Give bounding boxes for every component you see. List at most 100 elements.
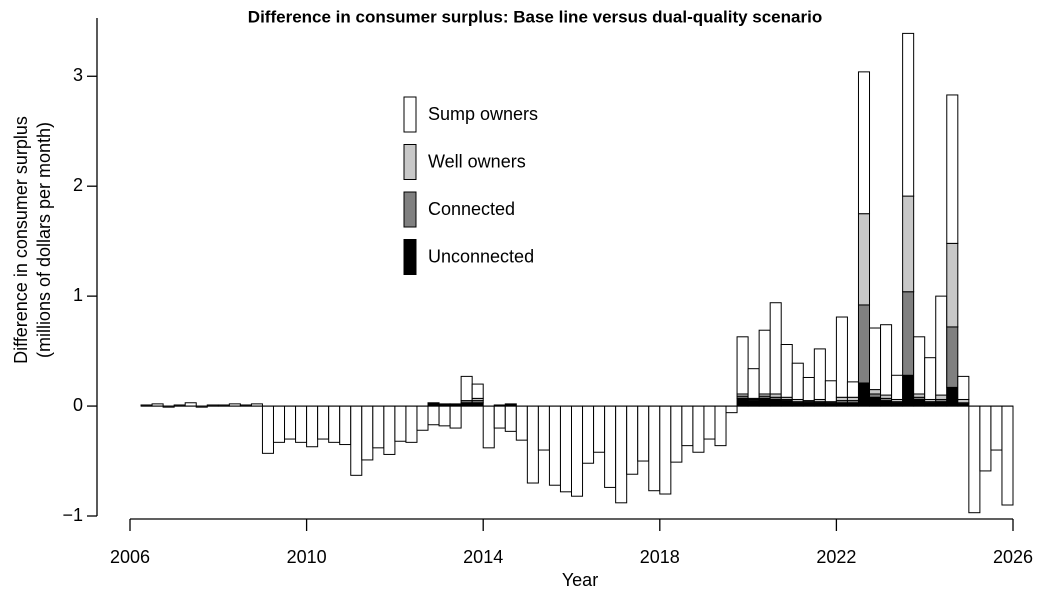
bar-segment <box>460 375 473 402</box>
bar-segment <box>857 382 871 407</box>
y-tick-label: 2 <box>73 175 83 195</box>
bar-segment <box>846 381 859 398</box>
bar-segment <box>361 405 374 461</box>
bar-segment <box>769 398 782 407</box>
bar-segment <box>284 405 297 440</box>
bar-segment <box>813 348 826 400</box>
chart-title: Difference in consumer surplus: Base lin… <box>248 7 822 26</box>
bar-segment <box>758 329 771 395</box>
bar-segment <box>791 362 804 400</box>
bar-segment <box>824 380 837 403</box>
bar-segment <box>857 71 871 215</box>
x-tick-label: 2014 <box>463 547 503 567</box>
bar-segment <box>548 405 561 486</box>
bar-segment <box>835 316 848 398</box>
bar-segment <box>670 405 683 463</box>
bar-segment <box>902 195 915 293</box>
bar-segment <box>659 405 672 495</box>
bar-segment <box>405 405 418 443</box>
bar-segment <box>692 405 705 453</box>
bar-segment <box>725 405 738 414</box>
bar-segment <box>957 375 970 400</box>
bar-segment <box>471 383 484 399</box>
legend-label: Connected <box>428 199 515 219</box>
legend-label: Unconnected <box>428 246 534 266</box>
bar-segment <box>593 405 606 453</box>
bar-segment <box>526 405 539 484</box>
bar-segment <box>1001 405 1014 506</box>
bar-segment <box>902 291 915 376</box>
bar-segment <box>769 302 782 395</box>
bar-segment <box>394 405 407 442</box>
bar-segment <box>582 405 595 464</box>
bar-segment <box>880 400 893 407</box>
bar-segment <box>615 405 628 504</box>
x-tick-label: 2026 <box>993 547 1033 567</box>
x-tick-label: 2018 <box>640 547 680 567</box>
bar-segment <box>747 368 760 399</box>
bar-segment <box>758 397 771 407</box>
legend-swatch <box>403 144 417 180</box>
bar-segment <box>272 405 286 443</box>
bar-segment <box>924 357 937 400</box>
bar-segment <box>493 405 506 429</box>
y-tick-label: 1 <box>73 285 83 305</box>
bar-segment <box>780 344 793 398</box>
bar-segment <box>935 401 948 407</box>
bar-segment <box>946 242 959 328</box>
legend-label: Well owners <box>428 151 526 171</box>
legend-swatch <box>403 239 417 275</box>
y-tick-label: 3 <box>73 65 83 85</box>
y-axis-label: Difference in consumer surplus <box>11 116 31 364</box>
bar-segment <box>504 405 517 432</box>
legend-label: Sump owners <box>428 104 538 124</box>
bar-segment <box>857 304 871 384</box>
bar-segment <box>869 327 882 391</box>
bar-segment <box>637 405 650 462</box>
bar-segment <box>416 405 429 431</box>
x-tick-label: 2010 <box>287 547 327 567</box>
y-axis-label: (millions of dollars per month) <box>34 122 54 358</box>
bar-segment <box>438 405 451 427</box>
bar-segment <box>891 374 904 400</box>
x-tick-label: 2006 <box>110 547 150 567</box>
bar-segment <box>935 295 948 396</box>
bar-segment <box>559 405 573 493</box>
bar-segment <box>261 405 274 454</box>
bar-segment <box>626 405 639 475</box>
bar-segment <box>902 374 915 407</box>
y-tick-label: 0 <box>73 395 83 415</box>
bar-segment <box>295 405 308 443</box>
bar-segment <box>482 405 495 449</box>
x-tick-label: 2022 <box>816 547 856 567</box>
bar-segment <box>802 376 815 402</box>
bar-segment <box>946 386 959 407</box>
bar-segment <box>913 336 926 395</box>
bar-segment <box>681 405 694 447</box>
bar-segment <box>339 405 352 446</box>
bar-segment <box>537 405 550 451</box>
bar-segment <box>350 405 363 476</box>
bar-segment <box>383 405 396 455</box>
bar-segment <box>990 405 1003 451</box>
bar-segment <box>968 405 981 514</box>
bar-segment <box>857 213 871 306</box>
bar-segment <box>979 405 992 472</box>
bar-segment <box>714 405 727 447</box>
bar-segment <box>869 389 882 395</box>
bar-segment <box>780 400 793 407</box>
bar-segment <box>571 405 584 497</box>
bar-segment <box>946 326 959 388</box>
legend-swatch <box>403 96 417 133</box>
bar-segment <box>736 397 749 407</box>
bar-segment <box>935 394 948 400</box>
bar-segment <box>736 336 749 395</box>
legend-swatch <box>403 191 417 228</box>
y-tick-label: −1 <box>62 505 83 525</box>
bar-segment <box>515 405 528 441</box>
x-axis-label: Year <box>562 570 598 590</box>
bar-segment <box>747 400 760 407</box>
bar-segment <box>913 398 926 407</box>
bar-segment <box>427 405 440 426</box>
